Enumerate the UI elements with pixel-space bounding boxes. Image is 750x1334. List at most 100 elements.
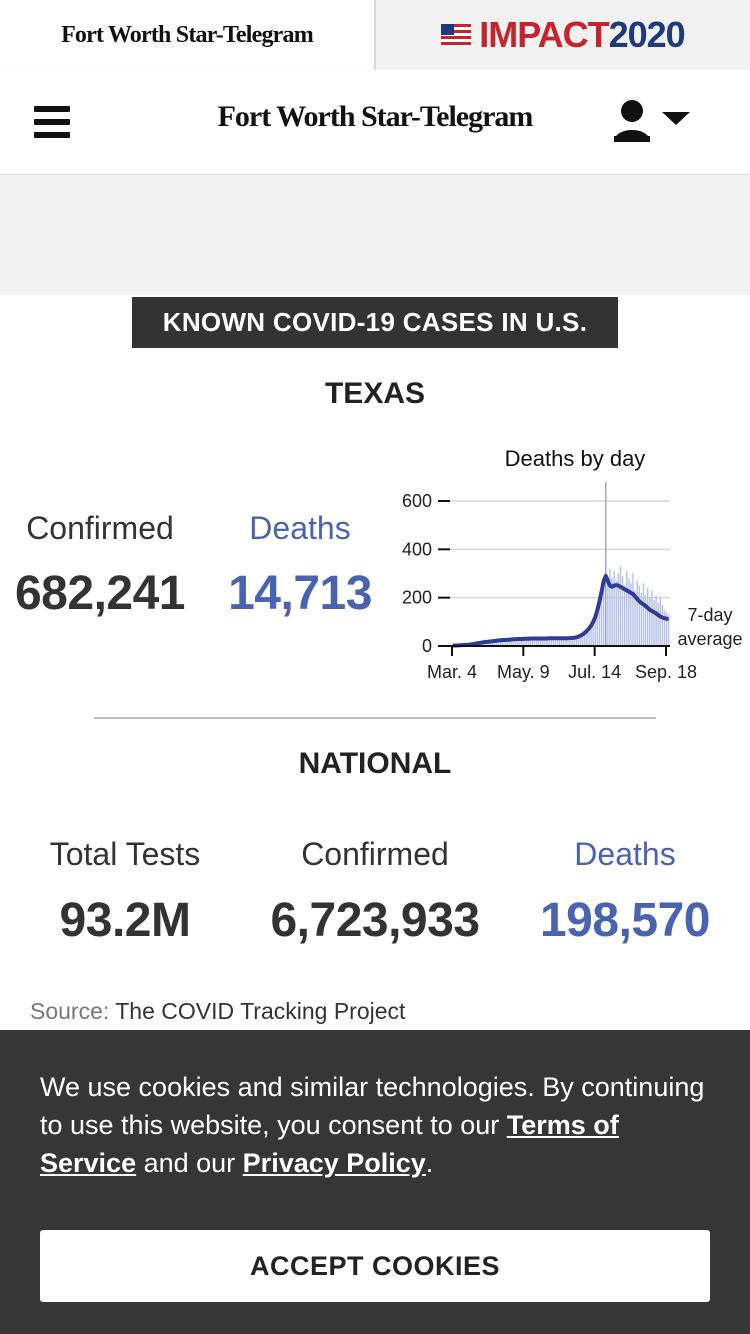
daily-deaths-bar	[646, 588, 649, 646]
section-divider	[94, 717, 656, 719]
daily-deaths-bar	[550, 638, 552, 646]
daily-deaths-bar	[663, 609, 666, 646]
daily-deaths-bar	[514, 640, 517, 646]
x-tick-label: May. 9	[497, 662, 550, 682]
daily-deaths-bar	[617, 573, 620, 646]
daily-deaths-bar	[600, 595, 603, 646]
covid-widget-badge: KNOWN COVID-19 CASES IN U.S.	[132, 297, 618, 348]
daily-deaths-bar	[577, 636, 580, 646]
site-header: Fort Worth Star-Telegram	[0, 70, 750, 175]
impact-year: 2020	[608, 14, 686, 55]
daily-deaths-bar	[519, 639, 521, 646]
daily-deaths-bar	[506, 639, 508, 646]
national-deaths-value: 198,570	[539, 894, 711, 947]
daily-deaths-bar	[636, 580, 638, 646]
hamburger-menu-icon[interactable]	[34, 106, 70, 138]
daily-deaths-bar	[642, 583, 645, 646]
y-tick-label: 0	[422, 636, 432, 656]
daily-deaths-bar	[659, 597, 661, 646]
daily-deaths-bar	[567, 638, 569, 646]
flag-icon	[441, 24, 472, 46]
national-confirmed-value: 6,723,933	[270, 894, 480, 947]
daily-deaths-bar	[575, 636, 578, 646]
daily-deaths-bar	[565, 639, 567, 646]
impact2020-tab[interactable]: IMPACT2020	[376, 0, 750, 70]
daily-deaths-bar	[498, 640, 500, 646]
daily-deaths-bar	[598, 604, 601, 646]
x-tick-label: Jul. 14	[568, 662, 621, 682]
accept-cookies-button[interactable]: ACCEPT COOKIES	[40, 1230, 710, 1302]
daily-deaths-bar	[579, 635, 582, 646]
daily-deaths-bar	[611, 578, 613, 646]
daily-deaths-bar	[613, 571, 615, 646]
daily-deaths-bar	[537, 638, 540, 646]
national-tests-value: 93.2M	[59, 894, 191, 947]
daily-deaths-bar	[573, 638, 576, 646]
privacy-policy-link[interactable]: Privacy Policy	[242, 1148, 426, 1178]
daily-deaths-bar	[623, 585, 626, 646]
daily-deaths-bar	[640, 592, 643, 646]
texas-confirmed-label: Confirmed	[26, 510, 174, 546]
chevron-down-icon	[662, 112, 690, 125]
daily-deaths-bar	[542, 638, 544, 646]
daily-deaths-bar	[621, 575, 624, 646]
national-title: NATIONAL	[298, 747, 452, 780]
daily-deaths-bar	[533, 639, 536, 646]
daily-deaths-bar	[516, 638, 519, 646]
daily-deaths-bar	[632, 573, 634, 646]
source-value: The COVID Tracking Project	[115, 998, 406, 1024]
y-tick-label: 200	[402, 588, 432, 608]
daily-deaths-bar	[563, 637, 565, 646]
daily-deaths-bar	[638, 585, 641, 646]
texas-title: TEXAS	[324, 377, 426, 410]
daily-deaths-bar	[665, 612, 668, 646]
chart-title: Deaths by day	[505, 446, 646, 471]
daily-deaths-bar	[571, 638, 573, 646]
daily-deaths-bar	[649, 597, 651, 646]
terms-of-service-link[interactable]: Terms of Service	[40, 1110, 619, 1178]
daily-deaths-bar	[644, 595, 647, 646]
daily-deaths-bar	[500, 641, 502, 646]
daily-deaths-bar	[544, 638, 546, 646]
daily-deaths-bar	[496, 641, 498, 646]
daily-deaths-bar	[661, 604, 664, 646]
masthead-logo[interactable]: Fort Worth Star-Telegram	[217, 100, 534, 133]
daily-deaths-bar	[546, 637, 548, 646]
national-confirmed-label: Confirmed	[301, 836, 449, 872]
daily-deaths-bar	[588, 631, 590, 646]
daily-deaths-bar	[628, 578, 630, 646]
daily-deaths-bar	[502, 639, 504, 646]
daily-deaths-bar	[485, 643, 488, 646]
x-tick-label: Mar. 4	[427, 662, 477, 682]
daily-deaths-bar	[527, 638, 529, 646]
cookie-message: We use cookies and similar technologies.…	[40, 1068, 720, 1182]
y-tick-label: 600	[402, 491, 432, 511]
user-account-menu[interactable]	[612, 98, 692, 146]
daily-deaths-bar	[554, 638, 557, 646]
daily-deaths-bar	[548, 639, 550, 646]
daily-deaths-bar	[609, 568, 611, 646]
top-strip: Fort Worth Star-Telegram IMPACT2020	[0, 0, 750, 70]
texas-deaths-label: Deaths	[249, 510, 351, 546]
daily-deaths-bar	[552, 637, 555, 646]
daily-deaths-bar	[479, 643, 481, 646]
daily-deaths-bar	[512, 638, 515, 646]
brand-tab[interactable]: Fort Worth Star-Telegram	[0, 0, 376, 70]
daily-deaths-bar	[630, 583, 632, 646]
daily-deaths-bar	[531, 637, 534, 646]
daily-deaths-bar	[667, 614, 670, 646]
daily-deaths-bar	[529, 639, 532, 646]
daily-deaths-bar	[525, 639, 527, 646]
daily-deaths-bar	[581, 636, 584, 646]
source-label: Source:	[30, 998, 110, 1024]
daily-deaths-bar	[592, 625, 594, 646]
y-tick-label: 400	[402, 539, 432, 559]
daily-deaths-bar	[556, 637, 559, 646]
daily-deaths-bar	[487, 641, 490, 646]
impact2020-logo: IMPACT2020	[479, 14, 686, 56]
daily-deaths-bar	[584, 633, 586, 646]
x-tick-label: Sep. 18	[635, 662, 697, 682]
daily-deaths-bar	[535, 637, 538, 646]
daily-deaths-bar	[521, 638, 523, 646]
user-icon	[614, 100, 650, 142]
